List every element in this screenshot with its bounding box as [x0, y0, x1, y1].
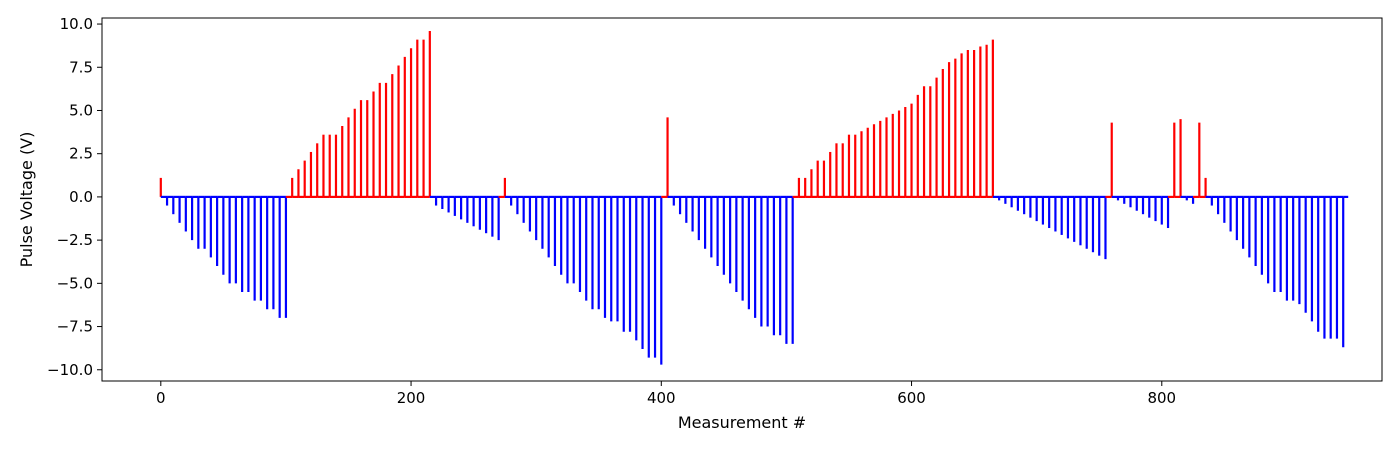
- x-tick-label: 600: [897, 389, 926, 407]
- y-tick-label: −2.5: [57, 231, 93, 249]
- x-axis-label: Measurement #: [678, 413, 806, 432]
- plot-area: [159, 30, 1349, 365]
- axes-frame: [101, 17, 1383, 382]
- x-tick-label: 800: [1147, 389, 1176, 407]
- x-tick-label: 200: [397, 389, 426, 407]
- y-axis: −10.0 −7.5 −5.0 −2.5 0.0 2.5 5.0 7.5 10.0: [47, 15, 102, 379]
- x-axis: 0 200 400 600 800: [156, 381, 1176, 407]
- y-axis-label: Pulse Voltage (V): [17, 132, 36, 268]
- x-tick-label: 400: [647, 389, 676, 407]
- y-tick-label: −7.5: [57, 318, 93, 336]
- y-tick-label: 2.5: [69, 145, 93, 163]
- y-tick-label: 7.5: [69, 58, 93, 76]
- y-tick-label: −5.0: [57, 274, 93, 292]
- y-tick-label: −10.0: [47, 361, 93, 379]
- y-tick-label: 10.0: [60, 15, 93, 33]
- x-tick-label: 0: [156, 389, 166, 407]
- y-tick-label: 0.0: [69, 188, 93, 206]
- y-tick-label: 5.0: [69, 101, 93, 119]
